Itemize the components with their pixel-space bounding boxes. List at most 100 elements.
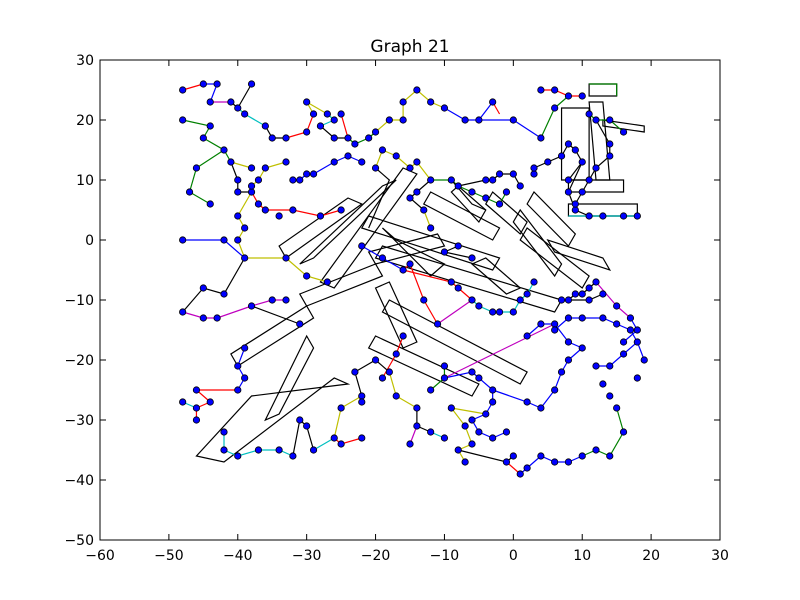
y-tick-label: −20 (64, 353, 94, 369)
node-107 (427, 386, 435, 394)
node-84 (220, 428, 228, 436)
edge-30 (237, 347, 246, 391)
node-217 (585, 212, 593, 220)
edge-35 (313, 437, 335, 451)
node-40 (206, 122, 214, 130)
node-38 (537, 86, 545, 94)
node-61 (179, 236, 187, 244)
node-225 (371, 164, 380, 172)
node-52 (261, 206, 269, 214)
node-8 (261, 122, 269, 130)
node-53 (275, 212, 283, 220)
node-178 (523, 290, 531, 298)
obstacle-3 (195, 377, 351, 463)
node-9 (268, 134, 276, 142)
edge-12 (375, 89, 445, 133)
node-6 (247, 80, 256, 88)
node-124 (564, 338, 573, 346)
node-81 (192, 404, 201, 412)
node-156 (599, 314, 607, 322)
node-126 (537, 320, 545, 328)
obstacle-0 (319, 167, 418, 289)
node-247 (592, 164, 600, 172)
node-69 (199, 314, 207, 322)
node-152 (640, 356, 648, 364)
node-155 (613, 320, 621, 328)
node-131 (468, 440, 476, 448)
node-172 (468, 296, 476, 304)
node-15 (330, 116, 338, 124)
node-116 (489, 434, 497, 442)
edge-62 (402, 262, 439, 325)
node-42 (220, 146, 228, 154)
node-182 (406, 260, 414, 268)
node-55 (316, 212, 325, 220)
node-160 (592, 278, 600, 286)
node-136 (516, 470, 524, 478)
nodes-layer (179, 80, 648, 478)
node-166 (585, 296, 593, 304)
node-59 (234, 236, 242, 244)
obstacle-27 (567, 179, 625, 193)
y-tick-label: 20 (76, 113, 94, 129)
node-229 (309, 170, 318, 178)
edge-50 (519, 455, 583, 475)
node-165 (557, 296, 566, 304)
node-241 (585, 110, 593, 118)
node-169 (626, 314, 635, 322)
node-223 (392, 152, 400, 160)
edge-55 (554, 317, 638, 343)
node-14 (323, 110, 331, 118)
obstacle-4 (264, 334, 315, 422)
edge-57 (595, 281, 631, 319)
node-4 (227, 98, 235, 106)
node-44 (247, 164, 256, 172)
node-74 (296, 320, 304, 328)
node-244 (619, 128, 628, 136)
node-35 (564, 92, 573, 100)
edge-45 (444, 371, 494, 391)
node-77 (241, 374, 249, 382)
node-72 (268, 296, 276, 304)
node-205 (509, 170, 517, 178)
node-143 (606, 452, 614, 460)
node-108 (440, 362, 449, 370)
edge-26 (244, 257, 328, 283)
node-195 (427, 176, 435, 184)
node-240 (358, 398, 366, 406)
x-tick-label: −60 (85, 548, 115, 564)
y-tick-label: −30 (64, 413, 94, 429)
node-19 (337, 110, 345, 118)
node-105 (440, 434, 449, 442)
node-206 (516, 182, 524, 190)
node-122 (564, 356, 573, 364)
edge-16 (540, 95, 569, 139)
obstacle-18 (526, 191, 577, 247)
edge-4 (237, 107, 266, 127)
node-211 (564, 140, 573, 148)
node-161 (585, 284, 593, 292)
node-197 (454, 182, 462, 190)
node-198 (468, 188, 476, 196)
edge-78 (588, 113, 624, 133)
node-30 (475, 116, 483, 124)
edge-13 (444, 101, 494, 121)
node-86 (234, 452, 242, 460)
node-204 (495, 170, 504, 178)
node-148 (592, 362, 600, 370)
node-39 (179, 116, 187, 124)
edge-38 (354, 359, 390, 397)
node-174 (489, 308, 497, 316)
obstacle-6 (298, 263, 384, 307)
node-171 (619, 338, 628, 346)
node-83 (192, 416, 201, 424)
obstacle-5 (230, 305, 315, 367)
edge-73 (251, 161, 287, 187)
node-188 (468, 254, 476, 262)
obstacle-2 (278, 197, 363, 259)
node-173 (475, 302, 483, 310)
y-tick-label: 30 (76, 53, 94, 69)
node-138 (537, 452, 545, 460)
obstacle-20 (519, 227, 590, 289)
